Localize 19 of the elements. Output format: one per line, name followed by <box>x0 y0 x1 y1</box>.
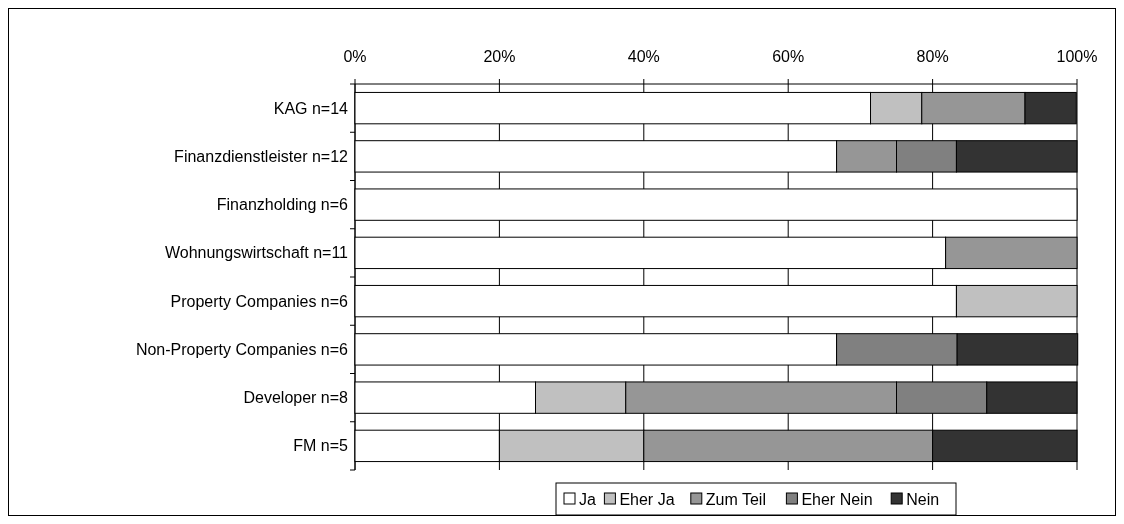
y-tick-label: FM n=5 <box>293 437 349 455</box>
legend-label: Ja <box>579 490 596 508</box>
y-tick-label: Finanzdienstleister n=12 <box>174 147 349 165</box>
legend-label: Eher Nein <box>801 490 873 508</box>
y-tick-label: Property Companies n=6 <box>170 292 349 310</box>
x-tick-label: 40% <box>627 48 660 65</box>
legend-label: Nein <box>906 490 940 508</box>
y-tick-label: Wohnungswirtschaft n=11 <box>164 244 349 262</box>
y-tick-label: Developer n=8 <box>243 389 349 407</box>
y-tick-label: Finanzholding n=6 <box>216 196 349 214</box>
x-tick-label: 20% <box>483 48 516 65</box>
x-tick-label: 0% <box>343 48 367 65</box>
x-tick-label: 60% <box>772 48 805 65</box>
legend-label: Eher Ja <box>619 490 675 508</box>
x-tick-label: 80% <box>916 48 949 65</box>
y-tick-label: KAG n=14 <box>273 99 349 117</box>
legend-label: Zum Teil <box>705 490 766 508</box>
x-tick-label: 100% <box>1056 48 1098 65</box>
y-tick-label: Non-Property Companies n=6 <box>135 340 349 358</box>
